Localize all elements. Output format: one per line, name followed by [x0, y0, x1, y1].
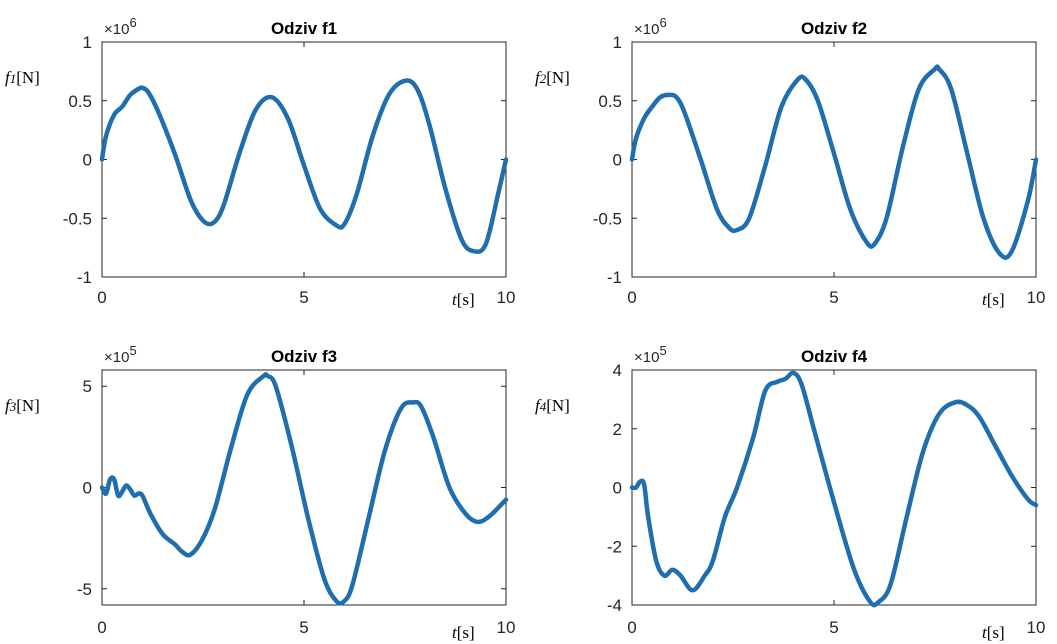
series-line — [99, 78, 509, 254]
y-tick-label: 0 — [83, 151, 92, 170]
axis-exponent: ×106 — [104, 15, 137, 38]
y-tick-label: 0 — [613, 479, 622, 498]
x-label-unit: [s] — [457, 623, 475, 642]
y-label-subscript: 1 — [10, 71, 17, 86]
y-tick-label: 1 — [613, 33, 622, 52]
x-tick-label: 10 — [497, 618, 516, 637]
y-label-symbol: f — [5, 68, 12, 87]
y-label-unit: [N] — [16, 396, 40, 415]
y-axis-label: f1[N] — [5, 68, 40, 87]
y-label-symbol: f — [535, 68, 542, 87]
y-axis-label: f2[N] — [535, 68, 570, 87]
y-tick-label: 5 — [83, 377, 92, 396]
y-label-symbol: f — [5, 396, 12, 415]
axis-exponent: ×106 — [634, 15, 667, 38]
axes-box — [101, 369, 507, 606]
series-line — [99, 372, 509, 606]
x-tick-label: 5 — [829, 288, 838, 307]
exponent-base: ×10 — [104, 21, 129, 38]
y-axis-label: f3[N] — [5, 396, 40, 415]
chart-title: Odziv f2 — [801, 19, 867, 38]
exponent-power: 5 — [659, 343, 666, 358]
y-tick-label: -1 — [607, 268, 622, 287]
exponent-power: 6 — [659, 15, 666, 30]
y-tick-label: -2 — [607, 537, 622, 556]
x-axis-label: t[s] — [452, 623, 475, 642]
y-tick-label: 4 — [613, 361, 622, 380]
y-label-subscript: 4 — [540, 399, 547, 414]
chart-title: Odziv f4 — [801, 347, 868, 366]
y-label-subscript: 2 — [540, 71, 547, 86]
exponent-base: ×10 — [634, 21, 659, 38]
x-tick-label: 10 — [1027, 288, 1046, 307]
y-tick-label: -4 — [607, 596, 622, 615]
x-axis-label: t[s] — [982, 623, 1005, 642]
x-tick-label: 0 — [97, 618, 106, 637]
y-tick-label: 0.5 — [598, 92, 622, 111]
chart-title: Odziv f1 — [271, 19, 337, 38]
y-tick-label: 0 — [613, 151, 622, 170]
y-tick-label: -5 — [77, 580, 92, 599]
x-tick-label: 0 — [97, 288, 106, 307]
y-tick-label: 0 — [83, 479, 92, 498]
x-tick-label: 0 — [627, 288, 636, 307]
y-label-unit: [N] — [16, 68, 40, 87]
y-tick-label: -1 — [77, 268, 92, 287]
exponent-power: 5 — [129, 343, 136, 358]
axis-exponent: ×105 — [104, 343, 137, 366]
x-tick-label: 10 — [1027, 618, 1046, 637]
y-tick-label: 1 — [83, 33, 92, 52]
y-tick-label: 2 — [613, 420, 622, 439]
exponent-base: ×10 — [634, 349, 659, 366]
x-tick-label: 5 — [829, 618, 838, 637]
subplot-f2: 1 0.5 0 -0.5 -1 0 5 10 ×106 Odziv f2 f2[N] t[s] — [535, 15, 1045, 309]
series-line — [629, 370, 1039, 608]
chart-title: Odziv f3 — [271, 347, 337, 366]
exponent-power: 6 — [129, 15, 136, 30]
x-label-unit: [s] — [987, 623, 1005, 642]
x-tick-label: 0 — [627, 618, 636, 637]
exponent-base: ×10 — [104, 349, 129, 366]
x-tick-label: 10 — [497, 288, 516, 307]
x-tick-label: 5 — [299, 288, 308, 307]
y-label-symbol: f — [535, 396, 542, 415]
y-label-unit: [N] — [546, 396, 570, 415]
x-label-symbol: t — [452, 623, 458, 642]
axis-exponent: ×105 — [634, 343, 667, 366]
axes-box — [631, 369, 1037, 606]
y-tick-label: 0.5 — [68, 92, 92, 111]
y-label-subscript: 3 — [9, 399, 17, 414]
x-label-symbol: t — [982, 623, 988, 642]
y-label-unit: [N] — [546, 68, 570, 87]
y-tick-label: -0.5 — [63, 209, 92, 228]
x-label-unit: [s] — [987, 290, 1005, 309]
x-axis-label: t[s] — [452, 290, 475, 309]
series-line — [629, 64, 1039, 260]
y-tick-label: -0.5 — [593, 209, 622, 228]
x-tick-label: 5 — [299, 618, 308, 637]
y-axis-label: f4[N] — [535, 396, 570, 415]
x-label-symbol: t — [452, 290, 458, 309]
x-label-unit: [s] — [457, 290, 475, 309]
x-axis-label: t[s] — [982, 290, 1005, 309]
x-label-symbol: t — [982, 290, 988, 309]
